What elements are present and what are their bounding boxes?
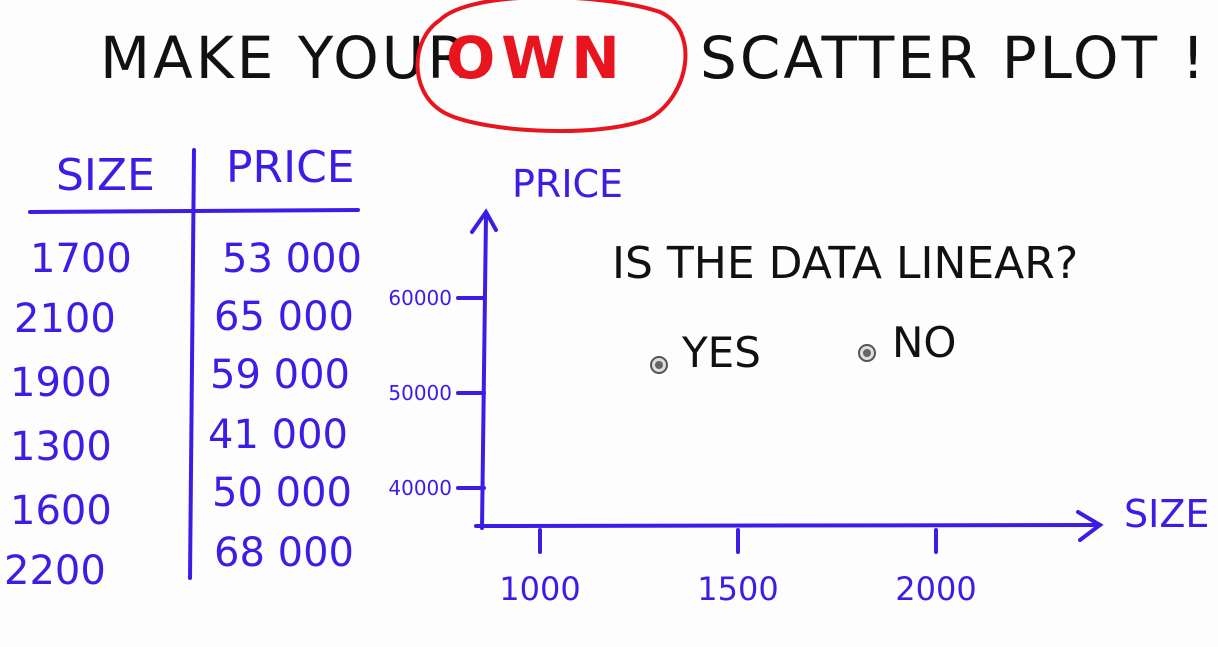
table-cell-price: 41 000	[208, 412, 348, 458]
title-scatter-plot: SCATTER PLOT !	[700, 24, 1208, 92]
y-tick-label: 60000	[388, 286, 452, 310]
table-cell-price: 53 000	[222, 236, 362, 282]
x-axis-arrowhead	[1076, 510, 1104, 542]
x-tick-label: 2000	[895, 570, 976, 608]
x-axis-line	[474, 523, 1102, 528]
table-header-price: PRICE	[226, 142, 355, 193]
x-tick-label: 1500	[697, 570, 778, 608]
y-axis-line	[480, 213, 488, 530]
yes-option-label[interactable]: YES	[682, 328, 761, 377]
x-axis-label: SIZE	[1124, 492, 1210, 536]
table-cell-size: 1600	[10, 488, 112, 534]
no-option-label[interactable]: NO	[892, 318, 957, 367]
axis-ticks: 1000 1500 2000 40000 50000 60000	[388, 286, 976, 608]
table-cell-size: 1900	[10, 360, 112, 406]
title-own: OWN	[446, 24, 626, 92]
table-cell-size: 2100	[14, 296, 116, 342]
table-cell-price: 59 000	[210, 352, 350, 398]
x-tick-label: 1000	[499, 570, 580, 608]
quiz-question: IS THE DATA LINEAR?	[612, 238, 1079, 289]
table-cell-price: 65 000	[214, 294, 354, 340]
y-tick-label: 50000	[388, 381, 452, 405]
no-radio-button[interactable]	[858, 344, 876, 362]
table-column-divider	[188, 148, 196, 580]
own-highlight-circle	[415, 0, 688, 134]
scatter-axes	[470, 208, 1104, 542]
table-cell-size: 1700	[30, 236, 132, 282]
table-cell-size: 2200	[4, 548, 106, 594]
y-tick-label: 40000	[388, 476, 452, 500]
y-axis-arrowhead	[470, 208, 498, 234]
table-cell-price: 50 000	[212, 470, 352, 516]
title-make-your: MAKE YOUR	[100, 24, 471, 92]
table-cell-price: 68 000	[214, 530, 354, 576]
table-cell-size: 1300	[10, 424, 112, 470]
yes-radio-button[interactable]	[650, 356, 668, 374]
table-header-size: SIZE	[56, 150, 155, 201]
y-axis-label: PRICE	[512, 162, 624, 206]
